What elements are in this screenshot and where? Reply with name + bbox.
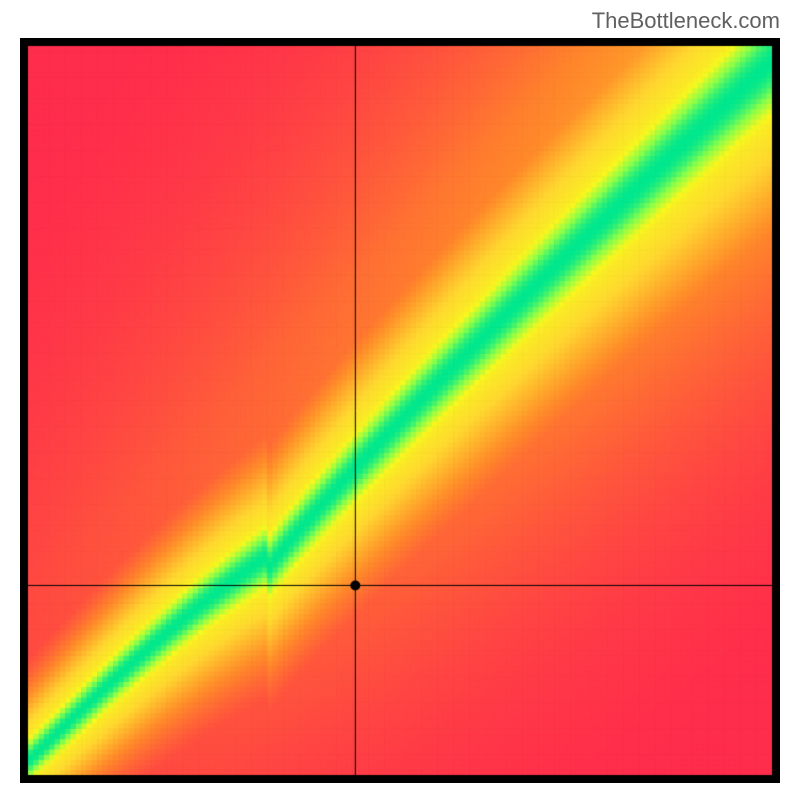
bottleneck-heatmap [20, 38, 780, 783]
watermark-text: TheBottleneck.com [592, 8, 780, 34]
chart-container: TheBottleneck.com [0, 0, 800, 800]
